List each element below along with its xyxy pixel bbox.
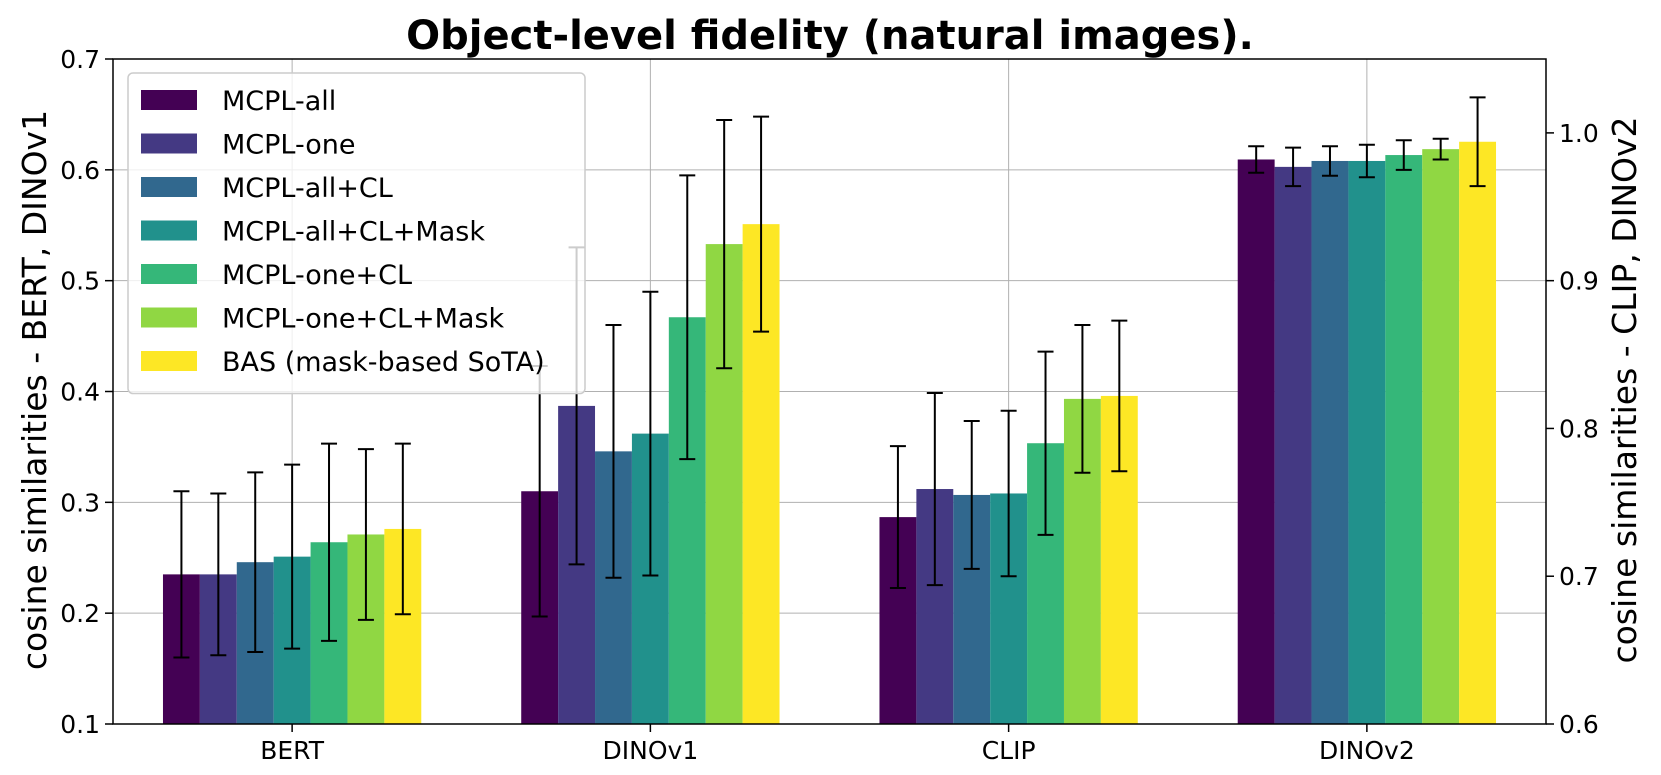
x-tick-label: DINOv2 bbox=[1319, 736, 1415, 765]
error-bars bbox=[173, 96, 1486, 659]
y-tick-label-right: 0.9 bbox=[1559, 267, 1599, 296]
legend-label: MCPL-one+CL bbox=[222, 260, 412, 291]
y-axis-label-left: cosine similarities - BERT, DINOv1 bbox=[15, 110, 54, 670]
legend-swatch bbox=[141, 177, 197, 197]
y-tick-label-left: 0.1 bbox=[60, 710, 100, 739]
x-tick-label: CLIP bbox=[982, 736, 1036, 765]
y-tick-label-right: 1.0 bbox=[1559, 119, 1599, 148]
legend-label: MCPL-all bbox=[222, 86, 336, 117]
bar bbox=[1237, 159, 1275, 724]
y-tick-label-left: 0.5 bbox=[60, 267, 100, 296]
legend-swatch bbox=[141, 264, 197, 284]
legend: MCPL-all MCPL-one MCPL-all+CL MCPL-all+CL+M… bbox=[127, 72, 586, 395]
y-tick-label-left: 0.3 bbox=[60, 488, 100, 517]
bar bbox=[1348, 160, 1386, 724]
x-tick-label: DINOv1 bbox=[603, 736, 699, 765]
legend-swatch bbox=[141, 220, 197, 241]
bar bbox=[1385, 155, 1423, 725]
y-tick-label-right: 0.8 bbox=[1559, 414, 1599, 443]
y-tick-label-left: 0.6 bbox=[60, 156, 100, 185]
legend-box bbox=[127, 72, 586, 395]
bar bbox=[1311, 160, 1349, 724]
y-tick-label-left: 0.2 bbox=[60, 599, 100, 628]
legend-swatch bbox=[141, 307, 197, 328]
y-tick-label-left: 0.7 bbox=[60, 45, 100, 74]
x-tick-label: BERT bbox=[260, 736, 324, 765]
bar bbox=[1422, 149, 1460, 725]
legend-swatch bbox=[141, 133, 197, 154]
legend-label: MCPL-all+CL+Mask bbox=[222, 217, 485, 248]
chart-title: Object-level fidelity (natural images). bbox=[406, 13, 1254, 59]
y-tick-label-right: 0.6 bbox=[1559, 710, 1599, 739]
y-axis-label-right: cosine similarities - CLIP, DINOv2 bbox=[1605, 116, 1644, 663]
legend-swatch bbox=[141, 351, 197, 371]
bar bbox=[1274, 166, 1312, 724]
legend-label: MCPL-one bbox=[222, 130, 355, 161]
bar bbox=[1459, 141, 1497, 724]
y-tick-label-right: 0.7 bbox=[1559, 562, 1599, 591]
legend-swatch bbox=[141, 90, 197, 110]
axes: 0.1 0.2 0.3 0.4 0.5 0.6 0.7 0.6 0.7 0.8 0.9 1.0 BERT… bbox=[60, 45, 1599, 765]
legend-label: MCPL-one+CL+Mask bbox=[222, 304, 505, 335]
y-tick-label-left: 0.4 bbox=[60, 378, 100, 407]
legend-label: MCPL-all+CL bbox=[222, 173, 393, 204]
legend-label: BAS (mask-based SoTA) bbox=[222, 347, 545, 378]
